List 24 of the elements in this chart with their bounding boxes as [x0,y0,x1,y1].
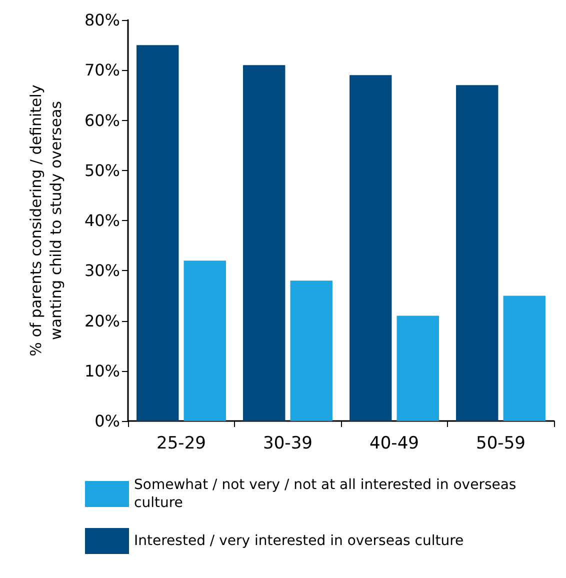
y-tick-label: 60% [84,110,120,130]
bar [184,260,226,421]
y-axis-title: % of parents considering / definitely wanting child to study overseas [27,84,65,356]
bar [396,316,439,421]
legend-label: Interested / very interested in overseas culture [134,533,464,549]
y-tick-label: 40% [84,211,120,230]
x-tick-label: 25-29 [156,434,206,454]
y-tick-label: 10% [84,361,120,380]
bar [456,85,498,421]
y-tick-label: 0% [94,412,120,430]
bar [136,45,179,421]
y-tick-label: 20% [84,311,120,330]
bar [290,280,332,421]
y-tick-label: 30% [84,261,120,280]
bar [243,65,286,421]
y-tick-label: 50% [84,160,120,180]
y-tick-label: 70% [84,60,120,80]
bar [503,296,546,421]
y-tick-label: 80% [84,10,120,30]
x-tick-label: 30-39 [263,434,312,454]
x-tick-label: 50-59 [476,434,526,454]
bar [350,75,392,421]
legend-label: Somewhat / not very / not at all interested in overseas culture [134,477,521,511]
x-tick-label: 40-49 [370,434,419,454]
